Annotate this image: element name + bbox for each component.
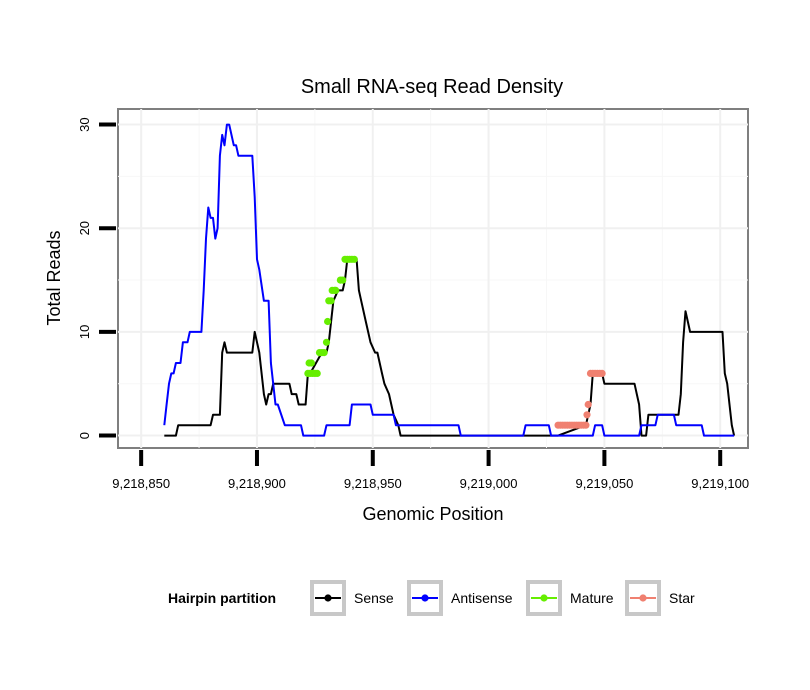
y-tick-label: 20 [77,221,92,235]
legend-key-point [421,594,429,602]
y-tick-label: 0 [77,432,92,439]
x-tick-label: 9,218,850 [112,476,170,491]
x-tick-label: 9,219,000 [460,476,518,491]
legend-label-sense: Sense [354,590,394,606]
data-point-star [583,411,591,419]
x-tick-label: 9,219,100 [691,476,749,491]
data-point-mature [320,349,328,357]
series-line-sense [164,258,736,437]
data-point-mature [322,338,331,346]
data-point-mature [324,317,332,326]
legend-label-star: Star [669,590,695,606]
data-point-mature [313,369,321,377]
series-lines [163,123,736,437]
x-tick-label: 9,218,900 [228,476,286,491]
data-point-mature [307,359,315,367]
legend-key-point [639,594,647,602]
y-tick-label: 30 [77,117,92,131]
data-point-star [584,400,592,409]
data-point-star [582,421,590,429]
data-point-mature [332,286,340,294]
legend-label-mature: Mature [570,590,614,606]
x-tick-label: 9,218,950 [344,476,402,491]
chart-title: Small RNA-seq Read Density [301,76,563,98]
plot-background [117,108,749,449]
data-point-mature [327,297,335,305]
data-point-mature [350,255,358,263]
legend: Hairpin partition Sense Antisense Mature St… [168,580,695,616]
y-axis: 0 10 20 30 [77,117,116,439]
legend-key-point [324,594,332,602]
x-axis-title: Genomic Position [362,504,503,524]
x-axis: 9,218,850 9,218,900 9,218,950 9,219,000 9,21… [112,450,749,491]
series-line-antisense [163,123,735,437]
legend-title: Hairpin partition [168,590,276,606]
legend-key-point [540,594,548,602]
legend-label-antisense: Antisense [451,590,513,606]
data-point-mature [339,276,347,284]
data-point-star [598,369,606,377]
y-axis-title: Total Reads [44,230,64,325]
x-tick-label: 9,219,050 [575,476,633,491]
y-tick-label: 10 [77,325,92,339]
series-points [304,255,606,429]
